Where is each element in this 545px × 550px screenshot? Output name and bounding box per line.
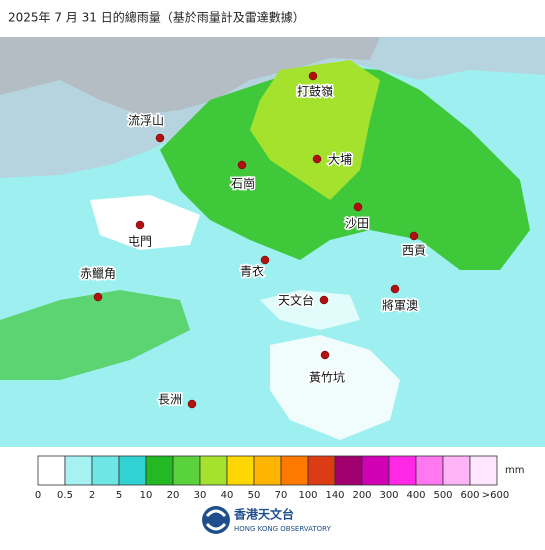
- station-label: 青衣: [240, 264, 264, 279]
- legend-label: 70: [275, 490, 288, 501]
- station-dot: [260, 255, 270, 265]
- white-harbour: [260, 290, 360, 330]
- legend-label: 200: [352, 490, 371, 501]
- light-green-area: [250, 60, 380, 200]
- legend-label: 400: [406, 490, 425, 501]
- station-label: 赤鱲角: [80, 267, 116, 281]
- legend-label: 2: [89, 490, 95, 501]
- legend-label: 40: [221, 490, 234, 501]
- legend-label: 5: [116, 490, 122, 501]
- legend-swatch: [442, 455, 471, 486]
- legend-swatch: [469, 455, 498, 486]
- land-north: [0, 37, 380, 115]
- map: [0, 37, 545, 447]
- legend-swatch: [37, 455, 66, 486]
- station-dot: [187, 399, 197, 409]
- station-label: 打鼓嶺: [297, 85, 333, 99]
- legend-unit: mm: [505, 465, 524, 476]
- station-dot: [319, 295, 329, 305]
- station-dot: [135, 220, 145, 230]
- legend-swatch: [415, 455, 444, 486]
- legend-label: 0: [35, 490, 41, 501]
- station-dot: [312, 154, 322, 164]
- legend-label: 50: [248, 490, 261, 501]
- legend-swatch: [361, 455, 390, 486]
- station-label: 石崗: [231, 177, 255, 191]
- station-label: 西貢: [402, 244, 426, 258]
- legend-swatch: [145, 455, 174, 486]
- logo-swirl: [205, 509, 227, 531]
- legend-swatch: [388, 455, 417, 486]
- legend-swatch: [253, 455, 282, 486]
- legend: 0 0.5 2 5 10 20 30 40 50 70 100 140 200 300 400 500 600 >…: [35, 455, 524, 501]
- legend-label: >600: [482, 490, 509, 501]
- station-label: 黃竹坑: [309, 370, 345, 385]
- station-label: 天文台: [278, 293, 314, 308]
- legend-swatch: [91, 455, 120, 486]
- logo-chinese: 香港天文台: [233, 507, 294, 522]
- station-label: 沙田: [345, 217, 369, 231]
- legend-swatch: [172, 455, 201, 486]
- lantau-green: [0, 290, 190, 380]
- legend-swatch: [118, 455, 147, 486]
- station-dot: [93, 292, 103, 302]
- station-dot: [353, 202, 363, 212]
- legend-swatch: [280, 455, 309, 486]
- station-label: 流浮山: [128, 114, 164, 128]
- station-dot: [237, 160, 247, 170]
- legend-label: 0.5: [57, 490, 73, 501]
- white-south: [270, 335, 400, 440]
- station-dot: [320, 350, 330, 360]
- station-label: 長洲: [158, 393, 182, 407]
- legend-label: 300: [379, 490, 398, 501]
- legend-label: 600: [460, 490, 479, 501]
- station-dot: [390, 284, 400, 294]
- legend-swatch: [226, 455, 255, 486]
- logo: 香港天文台 HONG KONG OBSERVATORY: [202, 506, 332, 534]
- white-tuenmun: [90, 195, 200, 250]
- station-label: 屯門: [128, 235, 152, 249]
- legend-label: 30: [194, 490, 207, 501]
- station-label: 大埔: [328, 153, 352, 167]
- legend-label: 20: [167, 490, 180, 501]
- logo-english: HONG KONG OBSERVATORY: [234, 525, 332, 533]
- station-dot: [308, 71, 318, 81]
- station-dot: [409, 231, 419, 241]
- legend-label: 140: [325, 490, 344, 501]
- legend-swatch: [307, 455, 336, 486]
- legend-swatch: [199, 455, 228, 486]
- legend-label: 10: [140, 490, 153, 501]
- legend-label: 100: [298, 490, 317, 501]
- station-label: 將軍澳: [382, 298, 418, 313]
- legend-label: 500: [433, 490, 452, 501]
- legend-swatch: [334, 455, 363, 486]
- legend-swatch: [64, 455, 93, 486]
- station-dot: [155, 133, 165, 143]
- title: 2025年 7 月 31 日的總雨量（基於雨量計及雷達數據）: [8, 10, 305, 25]
